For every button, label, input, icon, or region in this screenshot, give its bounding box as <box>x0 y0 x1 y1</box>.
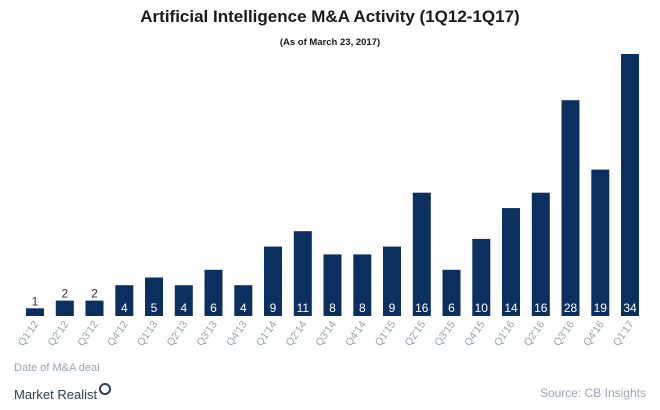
x-tick-Q1'16: Q1'16 <box>492 319 518 349</box>
value-label-Q1'13: 5 <box>151 301 158 315</box>
bar-Q1'13 <box>145 277 163 316</box>
bar-Q4'12 <box>115 285 134 316</box>
value-label-Q3'15: 6 <box>448 301 455 315</box>
value-label-Q4'13: 4 <box>240 301 247 315</box>
brand-logo: Market Realist <box>14 383 112 402</box>
x-tick-Q4'12: Q4'12 <box>105 319 131 349</box>
bar-Q2'14 <box>293 231 312 316</box>
x-tick-Q4'15: Q4'15 <box>462 319 488 349</box>
value-label-Q3'12: 2 <box>91 287 98 301</box>
x-tick-Q1'13: Q1'13 <box>135 319 161 349</box>
bar-Q1'15 <box>383 246 401 316</box>
value-label-Q3'14: 8 <box>329 301 336 315</box>
value-label-Q2'16: 16 <box>534 301 548 315</box>
x-tick-Q2'16: Q2'16 <box>522 319 548 349</box>
value-label-Q4'12: 4 <box>121 301 128 315</box>
x-tick-Q1'15: Q1'15 <box>373 319 399 349</box>
x-tick-Q1'17: Q1'17 <box>611 319 637 349</box>
source-note: Source: CB Insights <box>539 386 646 400</box>
bar-Q1'12 <box>26 308 44 316</box>
bar-Q3'14 <box>323 254 342 316</box>
value-label-Q2'15: 16 <box>415 301 429 315</box>
x-tick-Q2'13: Q2'13 <box>165 319 191 349</box>
x-tick-Q3'12: Q3'12 <box>75 319 101 349</box>
bar-Q2'12 <box>55 300 74 316</box>
bar-Q1'14 <box>264 246 282 316</box>
value-label-Q2'13: 4 <box>180 301 187 315</box>
value-label-Q4'15: 10 <box>475 301 489 315</box>
x-tick-Q3'15: Q3'15 <box>432 319 458 349</box>
x-tick-Q3'13: Q3'13 <box>194 319 220 349</box>
bar-Q2'16 <box>531 192 550 316</box>
x-tick-Q1'14: Q1'14 <box>254 319 280 349</box>
x-tick-Q4'16: Q4'16 <box>581 319 607 349</box>
bar-Q2'15 <box>412 192 431 316</box>
bar-Q3'16 <box>561 100 580 316</box>
x-tick-Q2'12: Q2'12 <box>46 319 72 349</box>
bar-Q3'12 <box>85 300 104 316</box>
x-tick-Q4'13: Q4'13 <box>224 319 250 349</box>
brand-search-icon <box>99 383 112 395</box>
value-label-Q4'14: 8 <box>359 301 366 315</box>
x-tick-Q1'12: Q1'12 <box>16 319 42 349</box>
bar-Q4'15 <box>472 238 491 316</box>
bar-Q4'16 <box>591 169 610 316</box>
value-label-Q1'14: 9 <box>270 301 277 315</box>
chart-subtitle: (As of March 23, 2017) <box>279 37 381 48</box>
bar-Q3'13 <box>204 269 223 316</box>
value-label-Q1'12: 1 <box>32 294 39 308</box>
x-tick-Q4'14: Q4'14 <box>343 319 369 349</box>
bar-Q1'17 <box>621 54 639 316</box>
value-label-Q2'14: 11 <box>297 301 310 315</box>
bar-Q2'13 <box>174 285 193 316</box>
x-axis-label: Date of M&A deal <box>14 362 100 374</box>
value-label-Q3'16: 28 <box>564 301 578 315</box>
value-label-Q3'13: 6 <box>210 301 217 315</box>
value-label-Q4'16: 19 <box>594 301 608 315</box>
bar-Q4'13 <box>234 285 253 316</box>
value-label-Q1'15: 9 <box>389 301 396 315</box>
bar-Q3'15 <box>442 269 461 316</box>
bar-Q4'14 <box>353 254 372 316</box>
chart-title: Artificial Intelligence M&A Activity (1Q… <box>140 7 520 26</box>
bar-Q1'16 <box>502 208 520 316</box>
x-tick-Q2'15: Q2'15 <box>403 319 429 349</box>
value-label-Q1'16: 14 <box>504 301 518 315</box>
brand-name: Market Realist <box>14 387 98 402</box>
value-label-Q2'12: 2 <box>61 287 68 301</box>
value-label-Q1'17: 34 <box>623 301 637 315</box>
x-tick-Q3'14: Q3'14 <box>313 319 339 349</box>
x-tick-Q2'14: Q2'14 <box>284 319 310 349</box>
x-tick-Q3'16: Q3'16 <box>551 319 577 349</box>
